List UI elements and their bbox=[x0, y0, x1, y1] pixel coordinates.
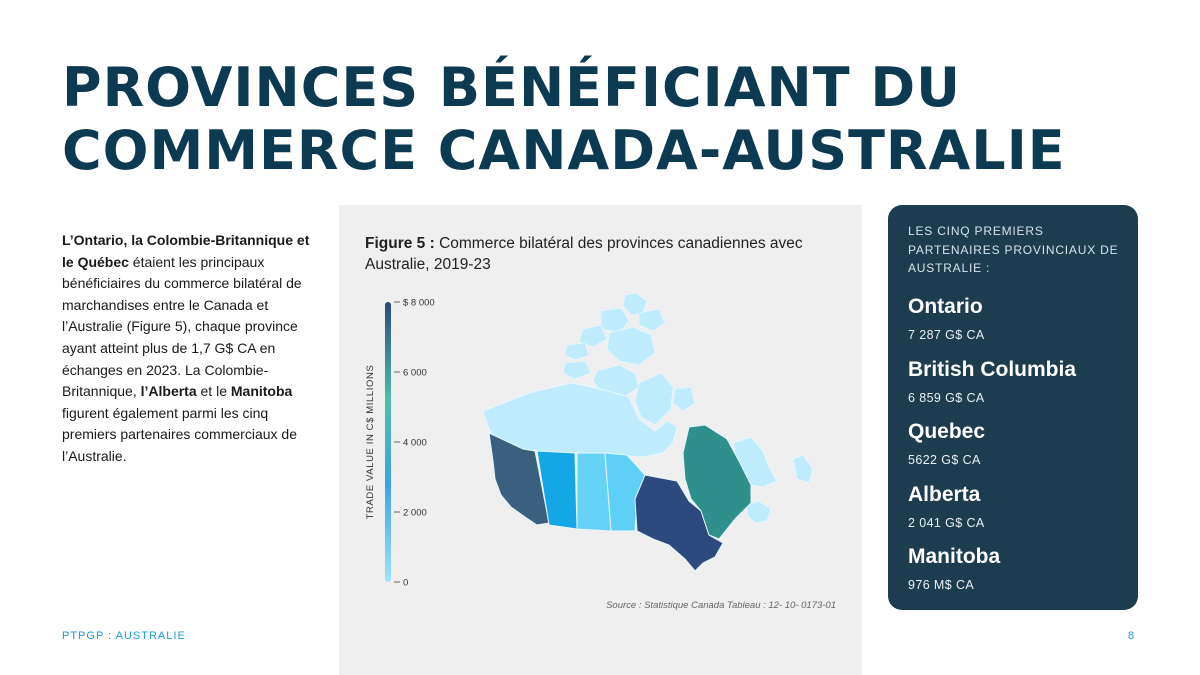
region-maritimes bbox=[746, 500, 772, 524]
footer-label: PTPGP : AUSTRALIE bbox=[62, 630, 186, 642]
colorbar-tick-label: 0 bbox=[403, 578, 408, 589]
partner-value: 7 287 G$ CA bbox=[908, 328, 985, 342]
canada-map-chart: $ 8 000 6 000 4 000 2 000 0 TRADE VALUE IN C… bbox=[365, 292, 836, 611]
figure-title: Figure 5 : Commerce bilatéral des provin… bbox=[365, 233, 845, 275]
list-item: British Columbia 6 859 G$ CA bbox=[908, 356, 1128, 419]
intro-bold-1: L’Ontario, la Colombie-Britannique et le… bbox=[62, 232, 310, 270]
partners-list: Ontario 7 287 G$ CA British Columbia 6 8… bbox=[908, 293, 1128, 606]
intro-bold-3: Manitoba bbox=[230, 383, 293, 400]
partner-name: British Columbia bbox=[908, 357, 1077, 381]
colorbar bbox=[385, 302, 391, 582]
figure-caption: Commerce bilatéral des provinces canadie… bbox=[365, 235, 803, 273]
intro-bold-2: l’Alberta bbox=[140, 383, 197, 400]
partner-value: 2 041 G$ CA bbox=[908, 515, 985, 530]
colorbar-tick-label: 6 000 bbox=[403, 368, 427, 379]
partner-name: Quebec bbox=[908, 420, 986, 443]
region-british-columbia bbox=[488, 432, 550, 526]
list-item: Manitoba 976 M$ CA bbox=[908, 543, 1128, 606]
figure-label: Figure 5 : bbox=[365, 235, 435, 252]
colorbar-tick-label: 4 000 bbox=[403, 438, 427, 449]
figure-source: Source : Statistique Canada Tableau : 12… bbox=[606, 600, 836, 611]
arctic-islands bbox=[562, 292, 696, 426]
top-partners-sidebar: LES CINQ PREMIERS PARTENAIRES PROVINCIAU… bbox=[888, 205, 1138, 610]
colorbar-tick-label: $ 8 000 bbox=[403, 298, 435, 309]
page-title-line-1: PROVINCES BÉNÉFICIANT DU bbox=[62, 56, 962, 119]
intro-text-2: et le bbox=[196, 383, 231, 400]
list-item: Ontario 7 287 G$ CA bbox=[908, 293, 1128, 356]
page-number: 8 bbox=[1128, 630, 1135, 642]
partner-name: Manitoba bbox=[908, 545, 1001, 568]
intro-text-3: figurent également parmi les cinq premie… bbox=[62, 404, 297, 464]
colorbar-tick-label: 2 000 bbox=[403, 508, 427, 519]
region-ontario bbox=[634, 474, 724, 572]
partner-value: 5622 G$ CA bbox=[908, 453, 981, 467]
partner-name: Alberta bbox=[908, 482, 981, 506]
colorbar-ticks: $ 8 000 6 000 4 000 2 000 0 bbox=[394, 298, 435, 589]
page-title: PROVINCES BÉNÉFICIANT DU COMMERCE CANADA… bbox=[62, 56, 1142, 182]
region-quebec bbox=[682, 424, 752, 540]
partner-value: 6 859 G$ CA bbox=[908, 390, 985, 405]
region-newfoundland bbox=[792, 454, 814, 484]
partner-value: 976 M$ CA bbox=[908, 578, 975, 592]
colorbar-label: TRADE VALUE IN C$ MILLIONS bbox=[365, 365, 376, 520]
intro-paragraph: L’Ontario, la Colombie-Britannique et le… bbox=[62, 230, 312, 468]
intro-text-1: étaient les principaux bénéficiaires du … bbox=[62, 253, 302, 400]
figure-panel: Figure 5 : Commerce bilatéral des provin… bbox=[339, 205, 862, 675]
list-item: Quebec 5622 G$ CA bbox=[908, 418, 1128, 481]
sidebar-heading: LES CINQ PREMIERS PARTENAIRES PROVINCIAU… bbox=[908, 224, 1119, 275]
page-title-line-2: COMMERCE CANADA-AUSTRALIE bbox=[62, 119, 1066, 182]
list-item: Alberta 2 041 G$ CA bbox=[908, 481, 1128, 544]
partner-name: Ontario bbox=[908, 295, 983, 318]
